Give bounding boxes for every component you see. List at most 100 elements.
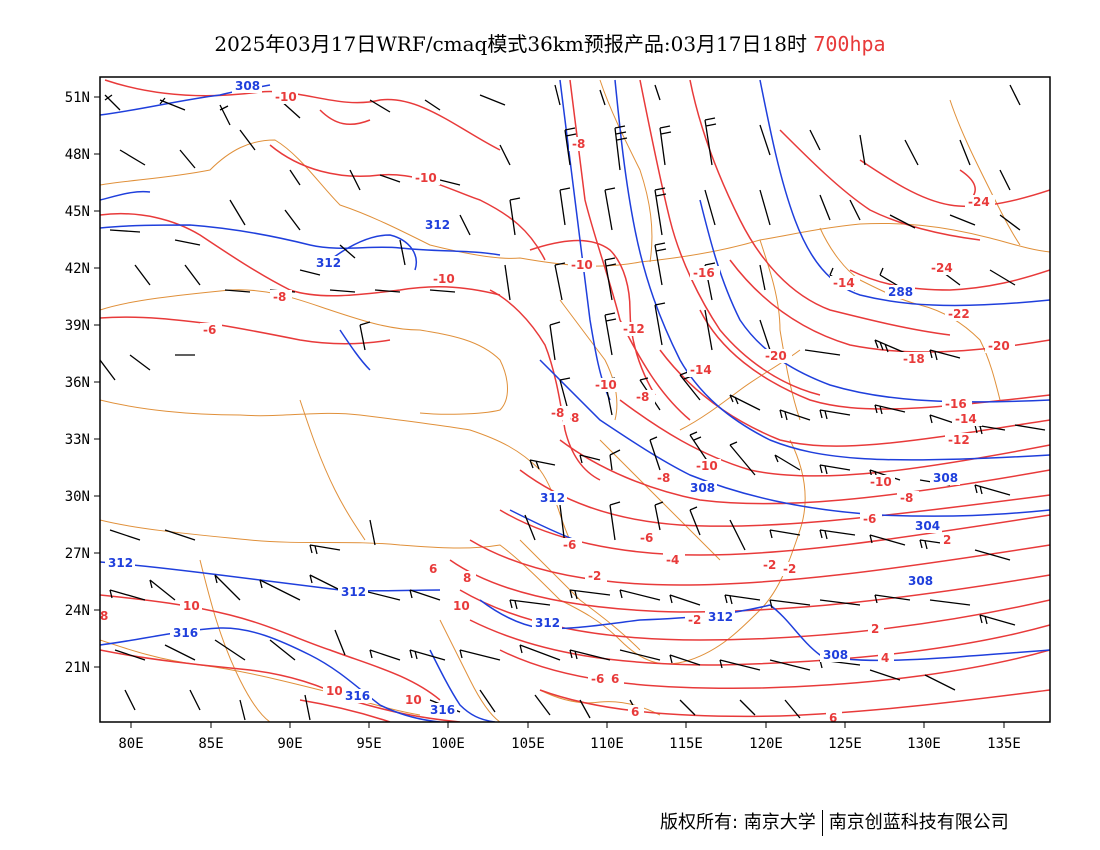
svg-text:304: 304 [915, 519, 940, 533]
latitude-labels: 51N 48N 45N 42N 39N 36N 33N 30N 27N 24N … [65, 90, 90, 676]
svg-text:36N: 36N [65, 375, 90, 391]
svg-text:316: 316 [345, 689, 370, 703]
svg-text:316: 316 [173, 626, 198, 640]
svg-text:10: 10 [453, 599, 470, 613]
svg-text:308: 308 [908, 574, 933, 588]
svg-text:85E: 85E [198, 736, 223, 752]
copyright-company: 南京创蓝科技有限公司 [828, 812, 1009, 833]
svg-text:30N: 30N [65, 489, 90, 505]
svg-text:-12: -12 [623, 322, 645, 336]
svg-text:10: 10 [405, 693, 422, 707]
svg-text:-8: -8 [273, 290, 286, 304]
svg-text:-6: -6 [863, 512, 876, 526]
title-text: 2025年03月17日WRF/cmaq模式36km预报产品:03月17日18时 [214, 32, 807, 56]
svg-text:-24: -24 [931, 261, 953, 275]
svg-text:-14: -14 [833, 276, 855, 290]
copyright-footer: 版权所有: 南京大学 南京创蓝科技有限公司 [660, 808, 1009, 836]
svg-text:2: 2 [943, 533, 951, 547]
svg-text:312: 312 [425, 218, 450, 232]
svg-text:6: 6 [429, 562, 437, 576]
svg-text:-20: -20 [765, 349, 787, 363]
svg-text:-10: -10 [571, 258, 593, 272]
svg-text:45N: 45N [65, 204, 90, 220]
svg-text:135E: 135E [987, 736, 1021, 752]
svg-text:312: 312 [708, 610, 733, 624]
svg-text:-24: -24 [968, 195, 990, 209]
svg-text:6: 6 [631, 705, 639, 719]
svg-text:-10: -10 [415, 171, 437, 185]
svg-text:312: 312 [108, 556, 133, 570]
svg-text:80E: 80E [118, 736, 143, 752]
svg-text:110E: 110E [590, 736, 624, 752]
svg-text:8: 8 [463, 571, 471, 585]
svg-text:-18: -18 [903, 352, 925, 366]
svg-text:-10: -10 [433, 272, 455, 286]
svg-text:100E: 100E [431, 736, 465, 752]
svg-text:-16: -16 [945, 397, 967, 411]
svg-text:6: 6 [829, 711, 837, 725]
svg-text:-6: -6 [640, 531, 653, 545]
svg-text:308: 308 [690, 481, 715, 495]
svg-text:-10: -10 [595, 378, 617, 392]
isotherms [100, 79, 1050, 722]
svg-text:312: 312 [540, 491, 565, 505]
svg-text:-6: -6 [203, 323, 216, 337]
svg-text:288: 288 [888, 285, 913, 299]
svg-text:-10: -10 [275, 90, 297, 104]
svg-text:42N: 42N [65, 261, 90, 277]
svg-text:10: 10 [183, 599, 200, 613]
svg-text:125E: 125E [828, 736, 862, 752]
height-contours [100, 79, 1050, 722]
svg-text:-14: -14 [955, 412, 977, 426]
svg-text:-6: -6 [591, 672, 604, 686]
svg-text:-8: -8 [900, 491, 913, 505]
svg-text:-14: -14 [690, 363, 712, 377]
height-labels: 308 312 312 312 308 304 308 312 312 316 … [105, 79, 960, 717]
svg-text:-2: -2 [588, 569, 601, 583]
svg-text:27N: 27N [65, 546, 90, 562]
svg-text:-16: -16 [693, 266, 715, 280]
svg-text:-8: -8 [572, 137, 585, 151]
svg-text:308: 308 [933, 471, 958, 485]
svg-text:316: 316 [430, 703, 455, 717]
svg-text:-12: -12 [948, 433, 970, 447]
copyright-owner: 版权所有: 南京大学 [660, 812, 816, 833]
svg-text:-2: -2 [688, 613, 701, 627]
svg-text:105E: 105E [511, 736, 545, 752]
svg-text:308: 308 [823, 648, 848, 662]
map-title: 2025年03月17日WRF/cmaq模式36km预报产品:03月17日18时 … [0, 28, 1100, 57]
tick-marks [94, 96, 1005, 728]
svg-text:95E: 95E [356, 736, 381, 752]
svg-text:312: 312 [316, 256, 341, 270]
svg-text:-2: -2 [783, 562, 796, 576]
svg-text:21N: 21N [65, 660, 90, 676]
svg-text:308: 308 [235, 79, 260, 93]
svg-text:39N: 39N [65, 318, 90, 334]
svg-text:2: 2 [871, 622, 879, 636]
svg-text:-4: -4 [666, 553, 679, 567]
svg-text:90E: 90E [277, 736, 302, 752]
svg-text:-10: -10 [696, 459, 718, 473]
svg-text:-6: -6 [563, 538, 576, 552]
svg-text:312: 312 [535, 616, 560, 630]
svg-text:-2: -2 [763, 558, 776, 572]
svg-text:10: 10 [326, 684, 343, 698]
svg-text:48N: 48N [65, 147, 90, 163]
svg-text:8: 8 [100, 609, 108, 623]
svg-text:51N: 51N [65, 90, 90, 106]
footer-divider [821, 810, 823, 836]
svg-text:-8: -8 [551, 406, 564, 420]
svg-text:-10: -10 [870, 475, 892, 489]
svg-text:-20: -20 [988, 339, 1010, 353]
svg-text:24N: 24N [65, 603, 90, 619]
svg-text:33N: 33N [65, 432, 90, 448]
border-lines [100, 79, 1050, 722]
svg-text:-8: -8 [657, 471, 670, 485]
svg-text:312: 312 [341, 585, 366, 599]
pressure-level: 700hpa [813, 32, 886, 56]
longitude-labels: 80E 85E 90E 95E 100E 105E 110E 115E 120E… [118, 736, 1021, 752]
svg-text:4: 4 [881, 651, 889, 665]
svg-text:6: 6 [611, 672, 619, 686]
temperature-labels: -10 -8 -10 -6 -8 -10 -10 -8 -12 -16 -14 … [100, 90, 1015, 725]
